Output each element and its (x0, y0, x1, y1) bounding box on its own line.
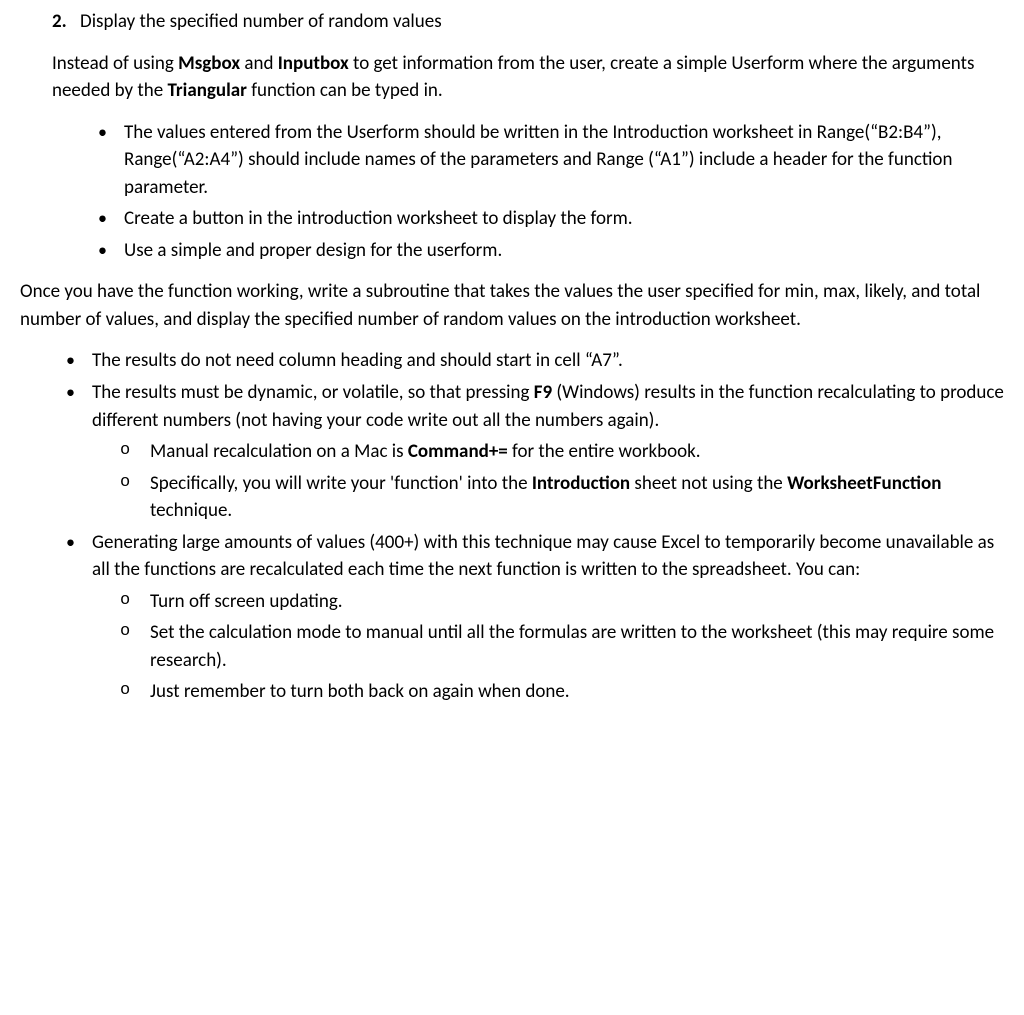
text-run: technique. (150, 499, 232, 522)
bullet-list-2: The results do not need column heading a… (20, 347, 1004, 706)
list-item-text: The values entered from the Userform sho… (124, 121, 952, 199)
section-header: 2. Display the specified number of rando… (52, 8, 1004, 36)
list-item-text: Use a simple and proper design for the u… (124, 239, 502, 262)
list-item: The values entered from the Userform sho… (20, 119, 1004, 202)
text-run: for the entire workbook. (508, 440, 701, 463)
sub-list-item: Manual recalculation on a Mac is Command… (92, 438, 1004, 466)
bullet-list-1: The values entered from the Userform sho… (20, 119, 1004, 265)
sub-list-item: Set the calculation mode to manual until… (92, 619, 1004, 674)
bold-introduction: Introduction (532, 472, 630, 495)
list-item-text: Generating large amounts of values (400+… (92, 531, 994, 582)
list-item-text: Create a button in the introduction work… (124, 207, 633, 230)
bold-inputbox: Inputbox (278, 52, 349, 75)
text-run: function can be typed in. (247, 79, 443, 102)
text-run: The results must be dynamic, or volatile… (92, 381, 534, 404)
text-run: and (240, 52, 278, 75)
list-item: The results do not need column heading a… (20, 347, 1004, 375)
list-item: Use a simple and proper design for the u… (20, 237, 1004, 265)
list-item: Create a button in the introduction work… (20, 205, 1004, 233)
text-run: Manual recalculation on a Mac is (150, 440, 408, 463)
sub-list-item: Specifically, you will write your 'funct… (92, 470, 1004, 525)
sub-list-item: Just remember to turn both back on again… (92, 678, 1004, 706)
sub-list-item-text: Set the calculation mode to manual until… (150, 621, 994, 672)
mid-paragraph: Once you have the function working, writ… (20, 278, 1004, 333)
section-title: Display the specified number of random v… (80, 8, 442, 36)
bold-msgbox: Msgbox (178, 52, 240, 75)
text-run: Specifically, you will write your 'funct… (150, 472, 532, 495)
sub-list-item-text: Just remember to turn both back on again… (150, 680, 570, 703)
list-item-text: The results do not need column heading a… (92, 349, 623, 372)
sub-list-item-text: Turn off screen updating. (150, 590, 343, 613)
bold-worksheetfunction: WorksheetFunction (787, 472, 941, 495)
sub-list: Manual recalculation on a Mac is Command… (92, 438, 1004, 525)
list-item: Generating large amounts of values (400+… (20, 529, 1004, 706)
list-item: The results must be dynamic, or volatile… (20, 379, 1004, 525)
bold-f9: F9 (534, 381, 552, 404)
intro-paragraph: Instead of using Msgbox and Inputbox to … (52, 50, 1004, 105)
section-number: 2. (52, 8, 80, 36)
bold-command-equals: Command+= (408, 440, 508, 463)
bold-triangular: Triangular (167, 79, 246, 102)
sub-list: Turn off screen updating. Set the calcul… (92, 588, 1004, 706)
text-run: Instead of using (52, 52, 178, 75)
sub-list-item: Turn off screen updating. (92, 588, 1004, 616)
text-run: sheet not using the (630, 472, 787, 495)
